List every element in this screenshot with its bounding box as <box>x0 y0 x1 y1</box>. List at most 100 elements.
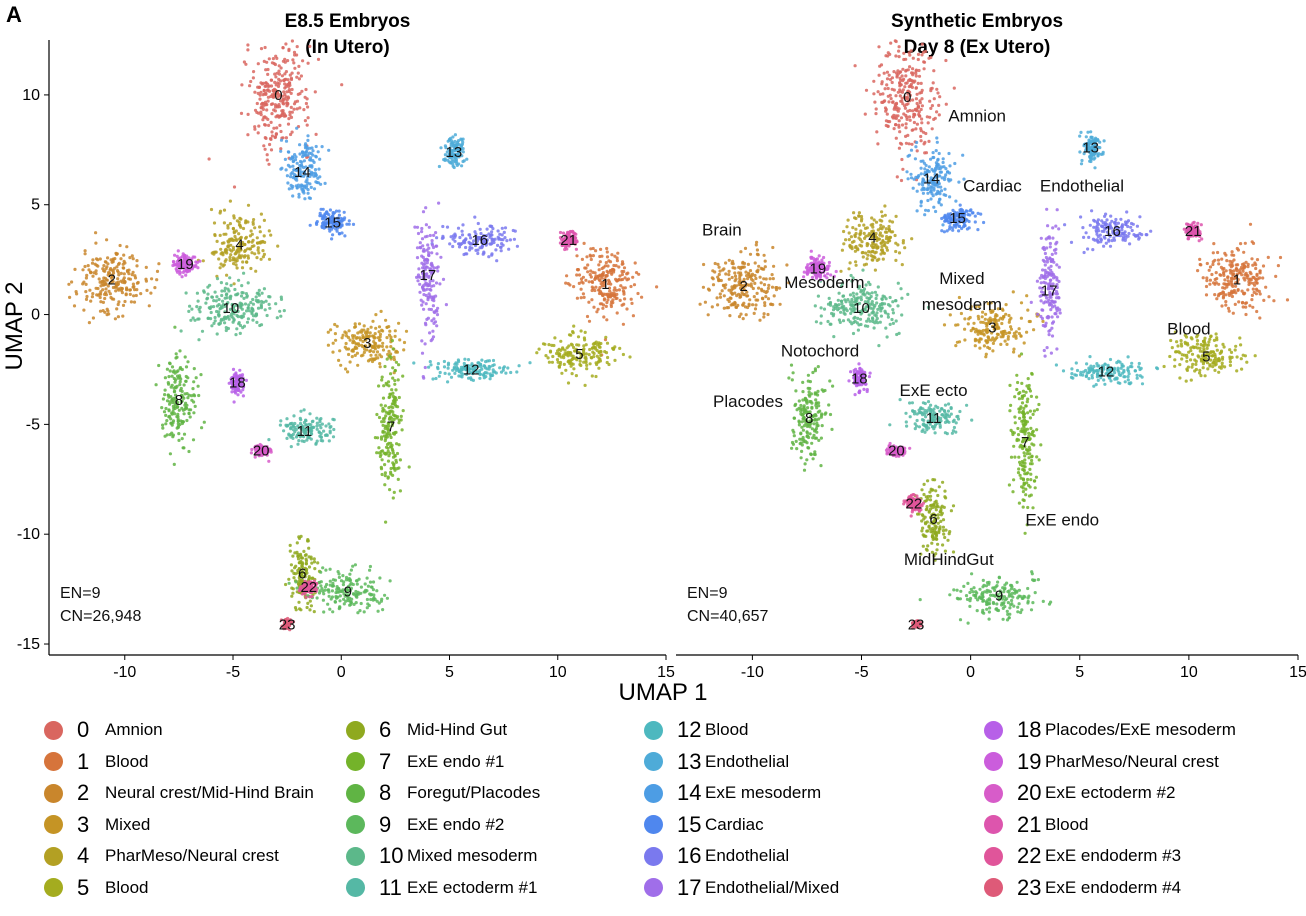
legend-label: ExE endoderm #4 <box>1045 877 1182 897</box>
cluster-points-17 <box>1029 207 1062 358</box>
x-tick-label: 5 <box>1075 664 1084 681</box>
legend-swatch <box>644 846 663 866</box>
legend-swatch <box>44 720 63 740</box>
cluster-label-19: 19 <box>177 256 194 273</box>
cluster-label-12: 12 <box>463 361 480 378</box>
cluster-points-9 <box>918 570 1053 625</box>
legend-item: 16 Endothelial <box>640 842 789 870</box>
y-tick-label: -10 <box>17 526 40 543</box>
cluster-points-15 <box>308 207 356 241</box>
cluster-points-10 <box>813 268 931 348</box>
x-tick-label: -10 <box>113 664 136 681</box>
legend-label: Cardiac <box>705 814 764 834</box>
cluster-label-9: 9 <box>344 583 352 600</box>
legend-item: 21 Blood <box>980 811 1088 839</box>
legend-label: Amnion <box>105 720 163 739</box>
cluster-points-5 <box>535 324 632 387</box>
legend-label: Blood <box>1045 814 1089 834</box>
cluster-label-18: 18 <box>851 370 868 387</box>
cluster-points-12 <box>412 357 532 384</box>
legend-label: Blood <box>105 877 149 897</box>
cluster-label-17: 17 <box>420 267 437 284</box>
legend-swatch <box>44 752 63 771</box>
legend-item: 4 PharMeso/Neural crest <box>40 842 279 870</box>
cluster-points-19 <box>802 249 838 282</box>
embryo-count: EN=9 <box>687 585 728 602</box>
legend-swatch <box>44 846 63 866</box>
legend-number: 3 <box>77 811 90 837</box>
y-tick-label: 0 <box>31 307 40 324</box>
cluster-label-7: 7 <box>1021 434 1029 451</box>
chart-subtitle: (In Utero) <box>305 37 389 58</box>
cluster-label-20: 20 <box>888 443 905 460</box>
legend-swatch <box>346 815 365 834</box>
region-label: mesoderm <box>922 295 1002 314</box>
region-label: Placodes <box>713 392 783 411</box>
legend-item: 6 Mid-Hind Gut <box>342 716 507 744</box>
legend-swatch <box>44 878 63 897</box>
x-axis-label: UMAP 1 <box>619 679 708 706</box>
legend-swatch <box>644 720 663 740</box>
region-label: Blood <box>1167 319 1210 338</box>
legend-swatch <box>984 878 1003 897</box>
x-tick-label: 0 <box>337 664 346 681</box>
cluster-points-8 <box>154 325 206 466</box>
cluster-label-8: 8 <box>175 392 183 409</box>
cluster-points-14 <box>905 136 966 227</box>
legend-label: Endothelial <box>705 846 790 865</box>
cluster-label-22: 22 <box>906 495 923 512</box>
cluster-label-15: 15 <box>324 214 341 231</box>
cluster-label-10: 10 <box>853 300 870 317</box>
cluster-points-22 <box>902 493 926 518</box>
legend-swatch <box>644 878 663 897</box>
legend-item: 7 ExE endo #1 <box>342 748 504 776</box>
legend-item: 12 Blood <box>640 716 748 744</box>
cluster-label-3: 3 <box>988 320 996 337</box>
legend-label: ExE endo #2 <box>407 814 505 834</box>
x-tick-label: 15 <box>1289 664 1306 681</box>
chart-title: Synthetic Embryos <box>891 11 1063 32</box>
chart-title: E8.5 Embryos <box>285 11 411 32</box>
region-label: MidHindGut <box>904 550 994 569</box>
legend-label: Foregut/Placodes <box>407 783 541 802</box>
cluster-label-21: 21 <box>560 232 577 249</box>
legend-swatch <box>346 878 365 897</box>
legend-item: 17 Endothelial/Mixed <box>640 874 839 902</box>
region-label: Mesoderm <box>784 273 864 292</box>
cluster-label-17: 17 <box>1041 282 1058 299</box>
cluster-points-2 <box>698 240 791 322</box>
legend-number: 6 <box>379 717 392 742</box>
legend-item: 8 Foregut/Placodes <box>342 779 540 807</box>
legend-item: 14 ExE mesoderm <box>640 779 821 807</box>
cluster-label-14: 14 <box>923 170 940 187</box>
legend-number: 2 <box>77 780 90 805</box>
legend-label: PharMeso/Neural crest <box>105 846 279 865</box>
umap-chart: A UMAP 2 UMAP 1 -10 -5 0 5 10 15-15-10-50510E… <box>1 2 1306 706</box>
legend-label: ExE endoderm #3 <box>1045 846 1182 865</box>
cluster-label-13: 13 <box>1082 140 1099 157</box>
panel-letter: A <box>6 2 22 27</box>
legend-item: 20 ExE ectoderm #2 <box>980 779 1175 807</box>
cluster-label-16: 16 <box>1104 223 1121 240</box>
cluster-points-5 <box>1162 330 1257 383</box>
legend-number: 13 <box>677 748 702 774</box>
legend-number: 20 <box>1017 780 1042 805</box>
legend-number: 23 <box>1017 874 1042 900</box>
cluster-label-11: 11 <box>926 410 942 427</box>
cluster-label-18: 18 <box>229 375 246 392</box>
legend-label: ExE ectoderm #2 <box>1045 783 1176 802</box>
cluster-label-2: 2 <box>739 278 747 295</box>
cluster-label-0: 0 <box>274 87 282 104</box>
legend-swatch <box>44 815 63 834</box>
cluster-points-20 <box>249 442 273 463</box>
cluster-points-0 <box>207 39 344 189</box>
legend-number: 18 <box>1017 717 1042 742</box>
legend-swatch <box>984 815 1003 834</box>
cluster-points-0 <box>853 39 956 183</box>
cluster-points-23 <box>910 619 924 630</box>
legend-swatch <box>644 815 663 834</box>
legend-number: 19 <box>1017 748 1042 774</box>
legend-label: Mixed <box>105 814 151 834</box>
legend-number: 21 <box>1017 811 1042 837</box>
